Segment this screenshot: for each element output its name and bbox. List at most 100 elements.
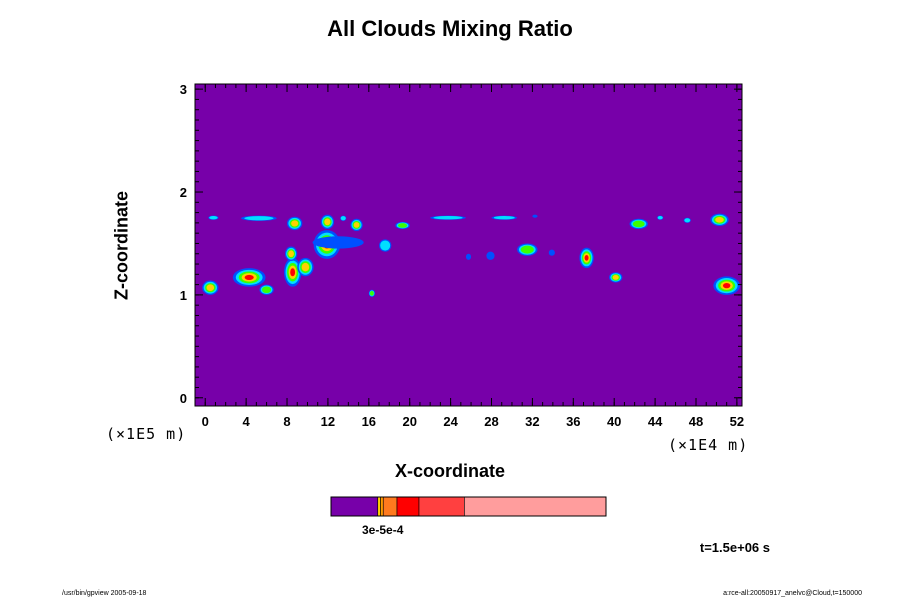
x-tick-label: 52 — [730, 414, 744, 429]
cloud-contour — [291, 220, 299, 227]
cloud-contour — [486, 251, 495, 260]
y-tick-label: 0 — [180, 391, 187, 406]
cloud-patch — [683, 217, 691, 223]
cloud-patch — [609, 272, 623, 283]
cloud-patch — [486, 251, 495, 260]
cloud-contour — [397, 223, 408, 228]
cloud-contour — [657, 216, 663, 220]
cloud-patch — [713, 276, 740, 295]
cloud-contour — [684, 218, 691, 223]
cloud-contour — [433, 216, 463, 220]
colorbar-segment — [418, 496, 465, 517]
cloud-patch — [430, 215, 466, 220]
cloud-contour — [520, 245, 534, 254]
cloud-contour — [493, 216, 515, 220]
chart-title: All Clouds Mixing Ratio — [327, 16, 573, 41]
cloud-patch — [312, 236, 364, 249]
cloud-patch — [208, 215, 219, 220]
cloud-patch — [202, 280, 219, 295]
cloud-contour — [380, 240, 391, 251]
x-axis-unit: (×1E4 m) — [668, 436, 749, 454]
y-axis-unit: (×1E5 m) — [106, 425, 187, 443]
cloud-contour — [209, 216, 218, 220]
cloud-contour — [301, 262, 310, 272]
cloud-contour — [244, 216, 274, 221]
footer-left: /usr/bin/gpview 2005-09-18 — [62, 590, 147, 597]
cloud-patch — [629, 218, 648, 230]
x-tick-label: 8 — [283, 414, 290, 429]
x-tick-label: 28 — [484, 414, 498, 429]
x-tick-label: 4 — [243, 414, 251, 429]
cloud-contour — [612, 275, 619, 280]
cloud-contour — [532, 214, 538, 218]
x-tick-label: 44 — [648, 414, 663, 429]
colorbar-segment — [382, 496, 398, 517]
cloud-patch — [320, 214, 335, 230]
cloud-patch — [368, 289, 375, 297]
y-tick-label: 3 — [180, 82, 187, 97]
cloud-contour — [288, 250, 294, 258]
cloud-contour — [244, 274, 254, 280]
y-tick-label: 2 — [180, 185, 187, 200]
plot-background — [195, 84, 742, 406]
colorbar-label: 3e-5e-4 — [362, 523, 404, 537]
cloud-contour — [369, 291, 374, 296]
x-tick-label: 48 — [689, 414, 703, 429]
x-tick-label: 32 — [525, 414, 539, 429]
cloud-patch — [465, 253, 472, 260]
cloud-patch — [350, 218, 363, 232]
cloud-patch — [379, 239, 392, 252]
cloud-contour — [324, 218, 331, 226]
time-label: t=1.5e+06 s — [699, 540, 770, 555]
cloud-patch — [297, 257, 314, 277]
cloud-contour — [722, 283, 731, 289]
cloud-patch — [259, 284, 274, 295]
cloud-patch — [340, 215, 347, 221]
y-axis-label: Z-coordinate — [111, 191, 132, 301]
cloud-contour — [548, 249, 555, 256]
cloud-contour — [632, 220, 645, 228]
x-axis-label: X-coordinate — [394, 461, 505, 481]
cloud-patch — [241, 215, 277, 221]
cloud-patch — [548, 249, 555, 256]
cloud-contour — [206, 284, 215, 292]
colorbar-segment — [330, 496, 379, 517]
colorbar-segment — [464, 496, 607, 517]
colorbar-segment — [396, 496, 420, 517]
cloud-patch — [491, 215, 518, 220]
cloud-contour — [290, 268, 296, 277]
cloud-patch — [284, 246, 298, 261]
cloud-contour — [312, 236, 364, 249]
cloud-contour — [353, 222, 360, 228]
cloud-contour — [465, 253, 472, 260]
cloud-patch — [657, 215, 664, 220]
x-tick-label: 20 — [402, 414, 416, 429]
cloud-patch — [395, 221, 410, 230]
cloud-patch — [283, 257, 302, 287]
x-tick-label: 12 — [321, 414, 335, 429]
cloud-patch — [517, 243, 538, 256]
cloud-patch — [287, 216, 303, 231]
colorbar-segment — [380, 496, 384, 517]
x-tick-label: 0 — [202, 414, 209, 429]
y-tick-label: 1 — [180, 288, 187, 303]
cloud-patch — [232, 268, 266, 287]
x-tick-label: 16 — [362, 414, 376, 429]
cloud-contour — [261, 286, 272, 294]
x-tick-label: 40 — [607, 414, 621, 429]
cloud-field — [195, 84, 742, 406]
cloud-patch — [710, 213, 729, 226]
cloud-patch — [532, 214, 538, 218]
x-tick-label: 24 — [443, 414, 458, 429]
x-tick-label: 36 — [566, 414, 580, 429]
cloud-contour — [584, 254, 589, 261]
footer-right: a:rce-all:20050917_anelvc@Cloud,t=150000 — [723, 590, 862, 597]
colorbar-frame — [330, 496, 607, 517]
cloud-patch — [579, 247, 594, 269]
cloud-contour — [340, 216, 346, 221]
colorbar-segment — [377, 496, 381, 517]
plot-frame — [194, 83, 743, 407]
colorbar — [330, 496, 607, 517]
